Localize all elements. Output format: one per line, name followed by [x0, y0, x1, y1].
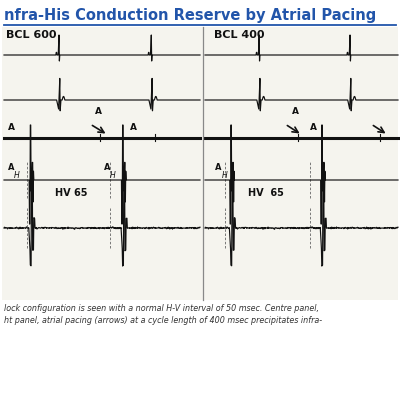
Bar — [2, 27, 398, 300]
Text: A: A — [8, 123, 15, 132]
Text: H: H — [222, 171, 228, 180]
Text: H: H — [110, 171, 116, 180]
Text: A: A — [310, 123, 317, 132]
Text: A: A — [130, 123, 137, 132]
Text: lock configuration is seen with a normal H-V interval of 50 msec. Centre panel,: lock configuration is seen with a normal… — [4, 304, 319, 313]
Text: A: A — [95, 107, 102, 116]
Text: HV 65: HV 65 — [55, 188, 88, 198]
Text: BCL 400: BCL 400 — [214, 30, 264, 40]
Text: A: A — [215, 163, 222, 172]
Text: BCL 600: BCL 600 — [6, 30, 56, 40]
Text: ht panel, atrial pacing (arrows) at a cycle length of 400 msec precipitates infr: ht panel, atrial pacing (arrows) at a cy… — [4, 316, 322, 325]
Text: H: H — [14, 171, 20, 180]
Text: A: A — [292, 107, 299, 116]
Text: nfra-His Conduction Reserve by Atrial Pacing: nfra-His Conduction Reserve by Atrial Pa… — [4, 8, 376, 23]
Text: HV  65: HV 65 — [248, 188, 284, 198]
Text: A: A — [104, 163, 110, 172]
Text: A: A — [8, 163, 14, 172]
